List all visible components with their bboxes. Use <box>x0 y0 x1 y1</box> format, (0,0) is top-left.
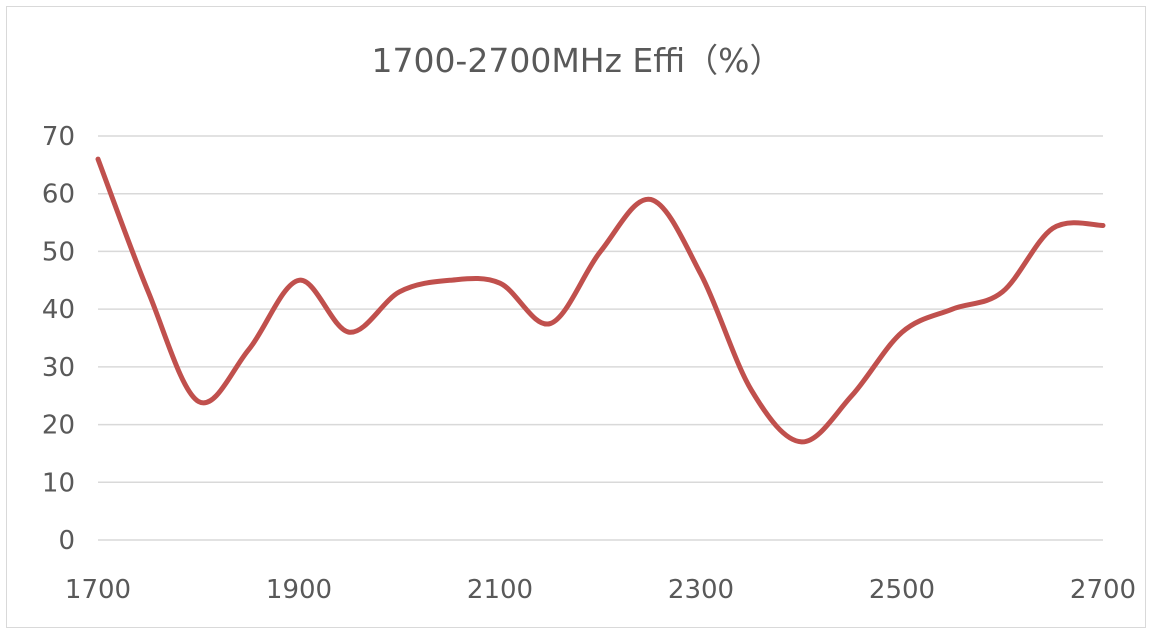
y-tick-label: 50 <box>42 237 75 267</box>
x-axis-ticks: 1700 1900 2100 2300 2500 2700 <box>65 575 1136 605</box>
x-tick-label: 2300 <box>668 575 734 605</box>
x-tick-label: 2700 <box>1070 575 1136 605</box>
x-tick-label: 2500 <box>869 575 935 605</box>
series-line-0 <box>95 156 1106 445</box>
series-layer <box>95 156 1106 445</box>
chart-title: 1700-2700MHz Effi（%） <box>371 41 782 80</box>
gridlines <box>98 135 1103 541</box>
chart-frame <box>6 6 1146 628</box>
y-tick-label: 20 <box>42 411 75 441</box>
y-tick-label: 0 <box>58 526 75 556</box>
y-tick-label: 10 <box>42 468 75 498</box>
y-axis-ticks: 0 10 20 30 40 50 60 70 <box>42 122 75 556</box>
y-tick-label: 30 <box>42 353 75 383</box>
x-tick-label: 1900 <box>266 575 332 605</box>
x-tick-label: 2100 <box>467 575 533 605</box>
x-tick-label: 1700 <box>65 575 131 605</box>
y-tick-label: 60 <box>42 180 75 210</box>
y-tick-label: 70 <box>42 122 75 152</box>
y-tick-label: 40 <box>42 295 75 325</box>
